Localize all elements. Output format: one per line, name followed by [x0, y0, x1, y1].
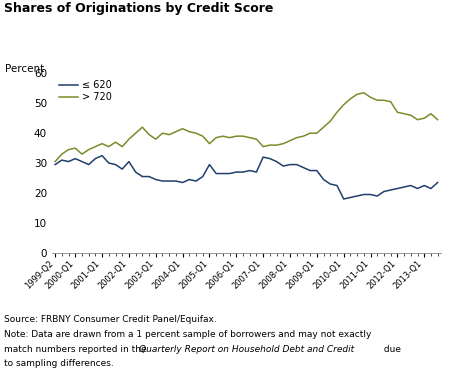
≤ 620: [52, 162, 58, 167]
≤ 620: [153, 177, 158, 182]
Text: to sampling differences.: to sampling differences.: [4, 359, 114, 368]
> 720: [381, 98, 387, 103]
Text: Note: Data are drawn from a 1 percent sample of borrowers and may not exactly: Note: Data are drawn from a 1 percent sa…: [4, 330, 372, 339]
Line: ≤ 620: ≤ 620: [55, 156, 438, 199]
≤ 620: [422, 183, 427, 188]
≤ 620: [99, 153, 105, 158]
> 720: [334, 110, 340, 115]
≤ 620: [435, 180, 441, 185]
Text: Shares of Originations by Credit Score: Shares of Originations by Credit Score: [4, 2, 274, 15]
≤ 620: [348, 195, 353, 200]
Legend: ≤ 620, > 720: ≤ 620, > 720: [57, 78, 114, 104]
Text: Quarterly Report on Household Debt and Credit: Quarterly Report on Household Debt and C…: [139, 345, 354, 354]
> 720: [435, 117, 441, 122]
> 720: [140, 125, 145, 130]
Text: match numbers reported in the: match numbers reported in the: [4, 345, 150, 354]
≤ 620: [146, 174, 152, 179]
Text: due: due: [381, 345, 401, 354]
> 720: [307, 131, 313, 135]
≤ 620: [341, 197, 346, 201]
Text: Source: FRBNY Consumer Credit Panel/Equifax.: Source: FRBNY Consumer Credit Panel/Equi…: [4, 315, 217, 323]
> 720: [52, 159, 58, 164]
≤ 620: [388, 188, 393, 192]
> 720: [361, 90, 366, 95]
≤ 620: [314, 168, 319, 173]
Text: Percent: Percent: [4, 64, 44, 74]
> 720: [146, 132, 152, 137]
> 720: [422, 116, 427, 120]
Line: > 720: > 720: [55, 93, 438, 162]
